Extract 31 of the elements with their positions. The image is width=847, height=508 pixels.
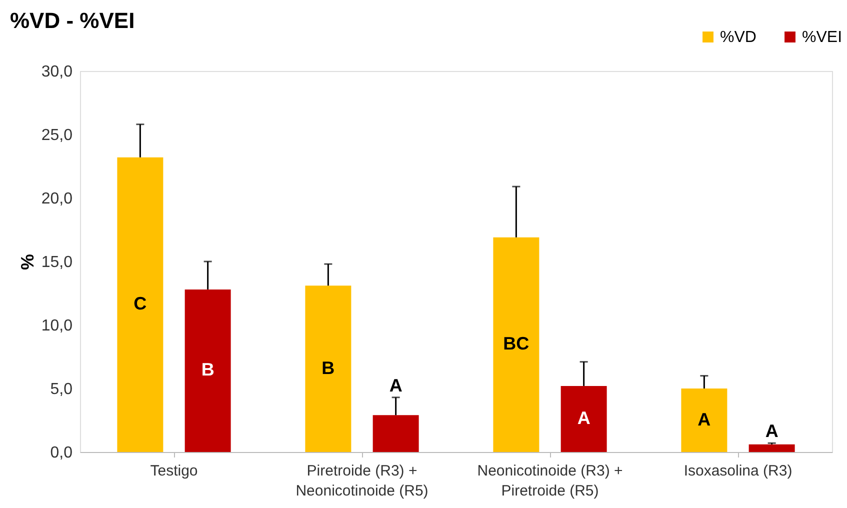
data-label: C [134,294,147,314]
data-label: A [698,409,711,430]
y-tick-label: 10,0 [41,318,73,334]
data-label: BC [503,334,530,354]
data-label: A [577,408,590,428]
bar [681,388,728,452]
bar [560,386,607,452]
x-tick-label: Piretroide (R3) + Neonicotinoide (R5) [296,462,428,500]
y-tick-label: 0,0 [50,444,73,462]
x-tick-label: Testigo [150,462,198,480]
x-tick-label: Isoxasolina (R3) [684,462,792,480]
chart-title: %VD - %VEI [10,8,135,33]
bar [117,157,164,452]
legend-label: %VD [720,29,756,46]
bar [372,415,419,452]
data-label: B [201,360,214,380]
bar [305,286,352,452]
y-tick-label: 5,0 [50,381,73,398]
legend-label: %VEI [802,29,842,46]
y-axis-title: % [17,254,38,270]
data-label: A [389,375,402,396]
bar [184,289,231,452]
bar [493,237,540,452]
y-tick-label: 25,0 [41,127,73,144]
y-tick-label: 30,0 [41,64,73,80]
data-label: B [322,358,335,378]
x-tick-label: Neonicotinoide (R3) + Piretroide (R5) [477,462,623,500]
bar [748,444,795,452]
y-tick-label: 20,0 [41,190,73,208]
y-tick-label: 15,0 [41,254,73,271]
data-label: A [765,421,778,442]
